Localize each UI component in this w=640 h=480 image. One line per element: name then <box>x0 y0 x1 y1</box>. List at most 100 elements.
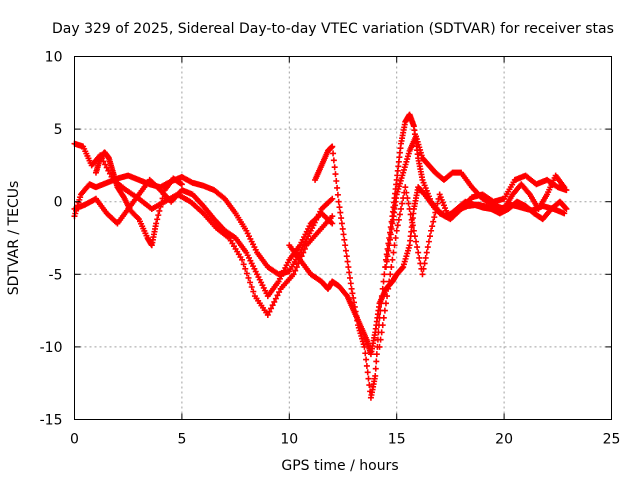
data-point <box>420 265 427 272</box>
data-point <box>242 265 249 272</box>
x-tick-label: 25 <box>603 432 621 448</box>
data-point <box>361 343 368 350</box>
grid <box>74 56 612 420</box>
data-point <box>386 236 393 243</box>
data-point <box>428 227 435 234</box>
data-point <box>393 227 400 234</box>
y-axis-label: SDTVAR / TECUs <box>6 181 22 296</box>
data-point <box>351 303 358 310</box>
data-point <box>372 372 379 379</box>
data-point <box>239 256 246 263</box>
data-point <box>331 164 338 171</box>
data-point <box>269 302 276 309</box>
data-point <box>134 215 141 222</box>
data-point <box>388 264 395 271</box>
data-point <box>335 198 342 205</box>
data-point <box>373 358 380 365</box>
data-point <box>390 249 397 256</box>
data-point <box>362 350 369 357</box>
y-tick-label: -15 <box>40 413 63 429</box>
data-point <box>561 210 568 217</box>
data-point <box>409 222 416 229</box>
data-point <box>364 369 371 376</box>
data-point <box>419 271 426 278</box>
data-point <box>379 285 386 292</box>
data-point <box>363 356 370 363</box>
data-point <box>345 264 352 271</box>
data-point <box>432 209 439 216</box>
data-point <box>380 314 387 321</box>
data-point <box>346 269 353 276</box>
data-point <box>247 279 254 286</box>
series-g <box>382 133 568 271</box>
data-point <box>373 351 380 358</box>
data-point <box>156 207 163 214</box>
data-point <box>264 311 271 318</box>
data-point <box>402 184 409 191</box>
data-point <box>562 205 569 212</box>
data-point <box>102 161 109 168</box>
y-tick-label: 0 <box>54 195 63 211</box>
data-point <box>329 213 336 220</box>
data-point <box>422 254 429 261</box>
data-point <box>333 178 340 185</box>
data-point <box>377 336 384 343</box>
data-point <box>563 205 570 212</box>
data-point <box>178 181 185 188</box>
data-point <box>429 223 436 230</box>
data-point <box>338 215 345 222</box>
data-point <box>329 220 336 227</box>
data-point <box>399 200 406 207</box>
data-point <box>292 267 299 274</box>
data-point <box>250 288 257 295</box>
series-e <box>286 184 568 358</box>
data-point <box>340 231 347 238</box>
data-point <box>348 285 355 292</box>
data-point <box>414 244 421 251</box>
data-point <box>386 278 393 285</box>
data-point <box>154 216 161 223</box>
data-point <box>385 247 392 254</box>
data-point <box>415 249 422 256</box>
data-point <box>271 298 278 305</box>
series-d <box>92 149 185 249</box>
data-point <box>408 216 415 223</box>
x-tick-label: 20 <box>495 432 513 448</box>
data-point <box>411 233 418 240</box>
y-tick-label: 10 <box>45 50 63 66</box>
data-point <box>272 295 279 302</box>
data-point <box>387 271 394 278</box>
data-point <box>389 256 396 263</box>
data-point <box>381 307 388 314</box>
data-point <box>330 157 337 164</box>
data-point <box>347 280 354 287</box>
data-point <box>378 293 385 300</box>
data-point <box>372 365 379 372</box>
y-tick-label: -5 <box>49 267 63 283</box>
data-point <box>382 300 389 307</box>
data-point <box>426 233 433 240</box>
data-point <box>159 195 166 202</box>
data-point <box>394 222 401 229</box>
data-point <box>424 244 431 251</box>
data-point <box>384 253 391 260</box>
data-point <box>268 305 275 312</box>
series-a <box>71 172 336 278</box>
data-point <box>157 203 164 210</box>
x-tick-label: 15 <box>388 432 406 448</box>
data-point <box>245 274 252 281</box>
data-point <box>350 294 357 301</box>
y-tick-label: -10 <box>40 340 63 356</box>
series-b <box>71 176 336 300</box>
data-point <box>366 382 373 389</box>
chart-title: Day 329 of 2025, Sidereal Day-to-day VTE… <box>52 21 614 37</box>
data-point <box>158 199 165 206</box>
data-point <box>403 189 410 196</box>
data-point <box>404 195 411 202</box>
data-point <box>155 212 162 219</box>
data-point <box>248 284 255 291</box>
data-point <box>338 220 345 227</box>
data-point <box>363 362 370 369</box>
data-point <box>276 289 283 296</box>
data-point <box>387 231 394 238</box>
